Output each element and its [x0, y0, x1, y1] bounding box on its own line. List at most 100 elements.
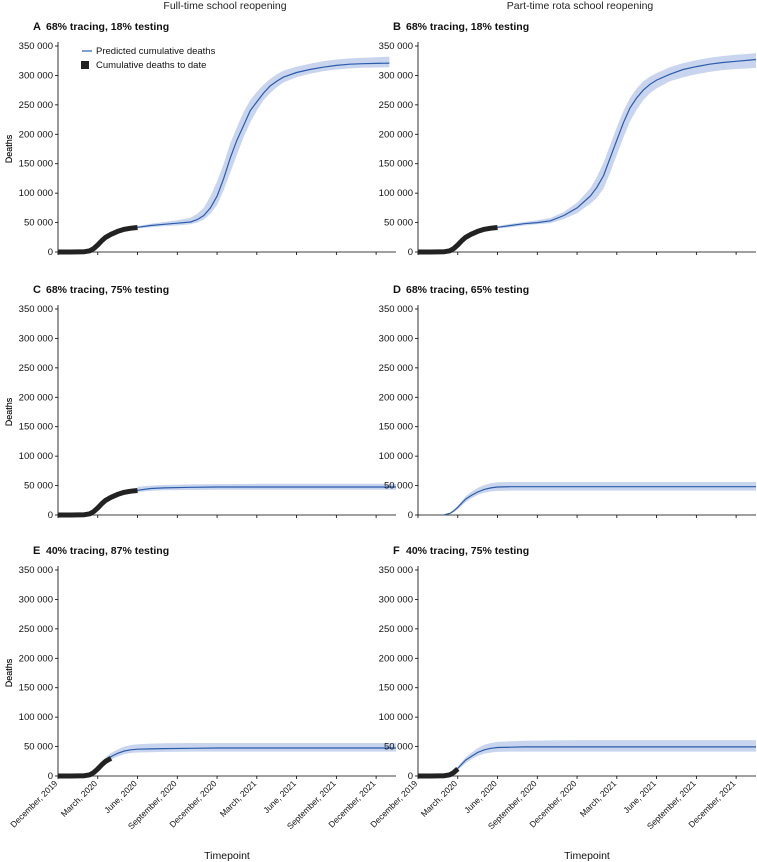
y-tick-label: 250 000	[379, 100, 413, 111]
y-tick-label: 300 000	[19, 333, 53, 344]
y-tick-label: 250 000	[379, 363, 413, 374]
confidence-band	[444, 740, 756, 776]
predicted-deaths-line	[444, 486, 756, 516]
y-tick-label: 350 000	[379, 304, 413, 315]
y-tick-label: 250 000	[19, 624, 53, 635]
panel-title: 68% tracing, 65% testing	[406, 284, 529, 296]
y-tick-label: 50 000	[384, 742, 413, 753]
predicted-deaths-line	[444, 746, 756, 777]
y-tick-label: 300 000	[19, 594, 53, 605]
panel-letter: A	[33, 21, 41, 33]
y-tick-label: 100 000	[19, 188, 53, 199]
y-axis-label: Deaths	[4, 134, 14, 163]
y-tick-label: 100 000	[379, 451, 413, 462]
y-tick-label: 150 000	[19, 422, 53, 433]
panel-title: 68% tracing, 18% testing	[406, 21, 529, 33]
chart-panel-A: A 68% tracing, 18% testing 0 50 000 100 000 1…	[4, 21, 396, 258]
confidence-band	[84, 743, 396, 776]
y-tick-label: 100 000	[379, 712, 413, 723]
y-tick-label: 200 000	[19, 392, 53, 403]
chart-panel-B: B 68% tracing, 18% testing 0 50 000 100 000 1…	[4, 21, 757, 258]
x-tick-label: June, 2020	[462, 778, 499, 815]
x-tick-label: June, 2021	[261, 778, 298, 815]
y-tick-label: 150 000	[19, 683, 53, 694]
y-tick-label: 100 000	[19, 712, 53, 723]
panel-title: 40% tracing, 87% testing	[46, 545, 169, 557]
y-tick-label: 200 000	[19, 653, 53, 664]
x-tick-label: March, 2020	[419, 778, 460, 819]
observed-deaths-line	[418, 767, 460, 779]
y-tick-label: 350 000	[379, 41, 413, 52]
chart-panel-F: F 40% tracing, 75% testing 0 50 000 100 000 1…	[4, 545, 756, 862]
panel-title: 68% tracing, 75% testing	[46, 284, 169, 296]
observed-deaths-line	[58, 756, 113, 779]
y-tick-label: 250 000	[379, 624, 413, 635]
y-tick-label: 150 000	[19, 159, 53, 170]
y-tick-label: 300 000	[19, 70, 53, 81]
x-tick-label: June, 2020	[102, 778, 139, 815]
y-tick-label: 150 000	[379, 422, 413, 433]
confidence-band	[137, 483, 396, 492]
y-tick-label: 250 000	[19, 363, 53, 374]
y-tick-label: 50 000	[384, 481, 413, 492]
y-tick-label: 0	[408, 510, 413, 521]
observed-deaths-line	[58, 225, 138, 255]
y-axis-label: Deaths	[4, 397, 14, 426]
predicted-deaths-line	[497, 58, 757, 228]
panel-letter: E	[33, 545, 40, 557]
y-tick-label: 150 000	[379, 159, 413, 170]
chart-panel-D: D 68% tracing, 65% testing 0 50 000 100 000 1…	[4, 284, 756, 521]
panel-letter: D	[393, 284, 401, 296]
y-tick-label: 200 000	[379, 129, 413, 140]
chart-panel-C: C 68% tracing, 75% testing 0 50 000 100 000 1…	[4, 284, 396, 521]
y-tick-label: 350 000	[19, 565, 53, 576]
x-tick-label: December, 2019	[8, 778, 59, 829]
y-tick-label: 200 000	[19, 129, 53, 140]
y-axis-label: Deaths	[4, 134, 14, 163]
y-tick-label: 0	[48, 247, 53, 258]
y-tick-label: 50 000	[24, 481, 53, 492]
legend-predicted-label: Predicted cumulative deaths	[96, 46, 216, 57]
y-tick-label: 200 000	[379, 392, 413, 403]
y-tick-label: 0	[408, 247, 413, 258]
column-title-part-time: Part-time rota school reopening	[506, 0, 654, 12]
y-axis-label: Deaths	[4, 658, 14, 687]
y-axis-label: Deaths	[4, 397, 14, 426]
confidence-band	[444, 482, 756, 515]
y-tick-label: 50 000	[24, 218, 53, 229]
panel-letter: B	[393, 21, 401, 33]
x-tick-label: June, 2021	[621, 778, 658, 815]
y-tick-label: 50 000	[24, 742, 53, 753]
predicted-deaths-line	[137, 486, 396, 491]
y-tick-label: 250 000	[19, 100, 53, 111]
y-tick-label: 100 000	[19, 451, 53, 462]
y-tick-label: 350 000	[379, 565, 413, 576]
panel-letter: C	[33, 284, 41, 296]
y-tick-label: 50 000	[384, 218, 413, 229]
y-tick-label: 0	[48, 510, 53, 521]
y-tick-label: 300 000	[379, 594, 413, 605]
legend-observed-swatch	[81, 61, 89, 69]
panel-letter: F	[393, 545, 400, 557]
y-tick-label: 350 000	[19, 41, 53, 52]
y-tick-label: 200 000	[379, 653, 413, 664]
confidence-band	[137, 56, 390, 229]
column-title-full-time: Full-time school reopening	[163, 0, 287, 12]
x-axis-label: Timepoint	[564, 850, 610, 862]
legend-observed-label: Cumulative deaths to date	[96, 60, 206, 71]
observed-deaths-line	[58, 488, 138, 518]
y-tick-label: 300 000	[379, 333, 413, 344]
panel-title: 68% tracing, 18% testing	[46, 21, 169, 33]
chart-panel-E: E 40% tracing, 87% testing 0 50 000 100 000 1…	[4, 545, 396, 862]
x-tick-label: March, 2021	[218, 778, 259, 819]
x-tick-label: March, 2020	[59, 778, 100, 819]
y-tick-label: 300 000	[379, 70, 413, 81]
y-tick-label: 0	[408, 771, 413, 782]
x-axis-label: Timepoint	[204, 850, 250, 862]
y-tick-label: 100 000	[379, 188, 413, 199]
panel-title: 40% tracing, 75% testing	[406, 545, 529, 557]
x-tick-label: March, 2021	[578, 778, 619, 819]
y-tick-label: 150 000	[379, 683, 413, 694]
confidence-band	[497, 53, 756, 229]
